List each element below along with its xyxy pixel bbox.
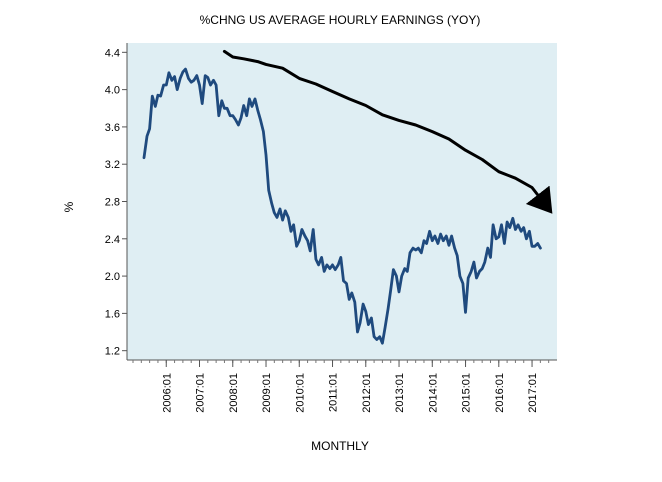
x-axis: 2006:01 2007:01 2008:01 2009:01 2010:01 2011:… (127, 359, 557, 413)
x-tick-label: 2013:01 (394, 373, 406, 413)
y-axis: 1.2 1.6 2.0 2.4 2.8 3.2 3.6 4.0 4.4 (105, 43, 128, 360)
y-tick-label: 1.6 (105, 308, 120, 320)
x-axis-title: MONTHLY (311, 439, 369, 453)
y-tick-label: 4.4 (105, 47, 120, 59)
x-tick-label: 2010:01 (294, 373, 306, 413)
y-tick-label: 3.2 (105, 159, 120, 171)
x-tick-label: 2012:01 (361, 373, 373, 413)
x-tick-label: 2009:01 (261, 373, 273, 413)
x-tick-label: 2006:01 (161, 373, 173, 413)
x-tick-label: 2017:01 (527, 373, 539, 413)
x-tick-label: 2015:01 (461, 373, 473, 413)
y-tick-label: 3.6 (105, 122, 120, 134)
y-axis-title: % (62, 201, 76, 212)
y-tick-label: 2.4 (105, 234, 120, 246)
series-line (142, 67, 542, 345)
series-layer (142, 67, 542, 345)
x-tick-label: 2014:01 (427, 373, 439, 413)
chart-title: %CHNG US AVERAGE HOURLY EARNINGS (YOY) (200, 13, 481, 27)
trend-arrow (222, 49, 553, 214)
y-tick-label: 2.0 (105, 271, 120, 283)
x-tick-label: 2011:01 (328, 373, 340, 412)
x-tick-label: 2007:01 (195, 373, 207, 413)
y-tick-label: 4.0 (105, 85, 120, 97)
y-tick-label: 2.8 (105, 197, 120, 209)
plot-area (127, 43, 557, 360)
annotation-layer (222, 49, 553, 214)
y-tick-label: 1.2 (105, 346, 120, 358)
x-tick-label: 2008:01 (228, 373, 240, 413)
x-tick-label: 2016:01 (494, 373, 506, 413)
